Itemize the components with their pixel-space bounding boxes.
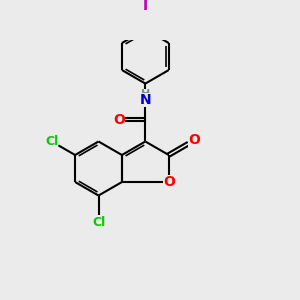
Text: O: O <box>188 134 200 148</box>
Text: N: N <box>140 93 151 107</box>
Text: O: O <box>113 112 125 127</box>
Text: O: O <box>163 175 175 189</box>
Text: H: H <box>141 89 150 99</box>
Text: I: I <box>143 0 148 13</box>
Text: Cl: Cl <box>45 135 58 148</box>
Text: Cl: Cl <box>92 216 105 229</box>
